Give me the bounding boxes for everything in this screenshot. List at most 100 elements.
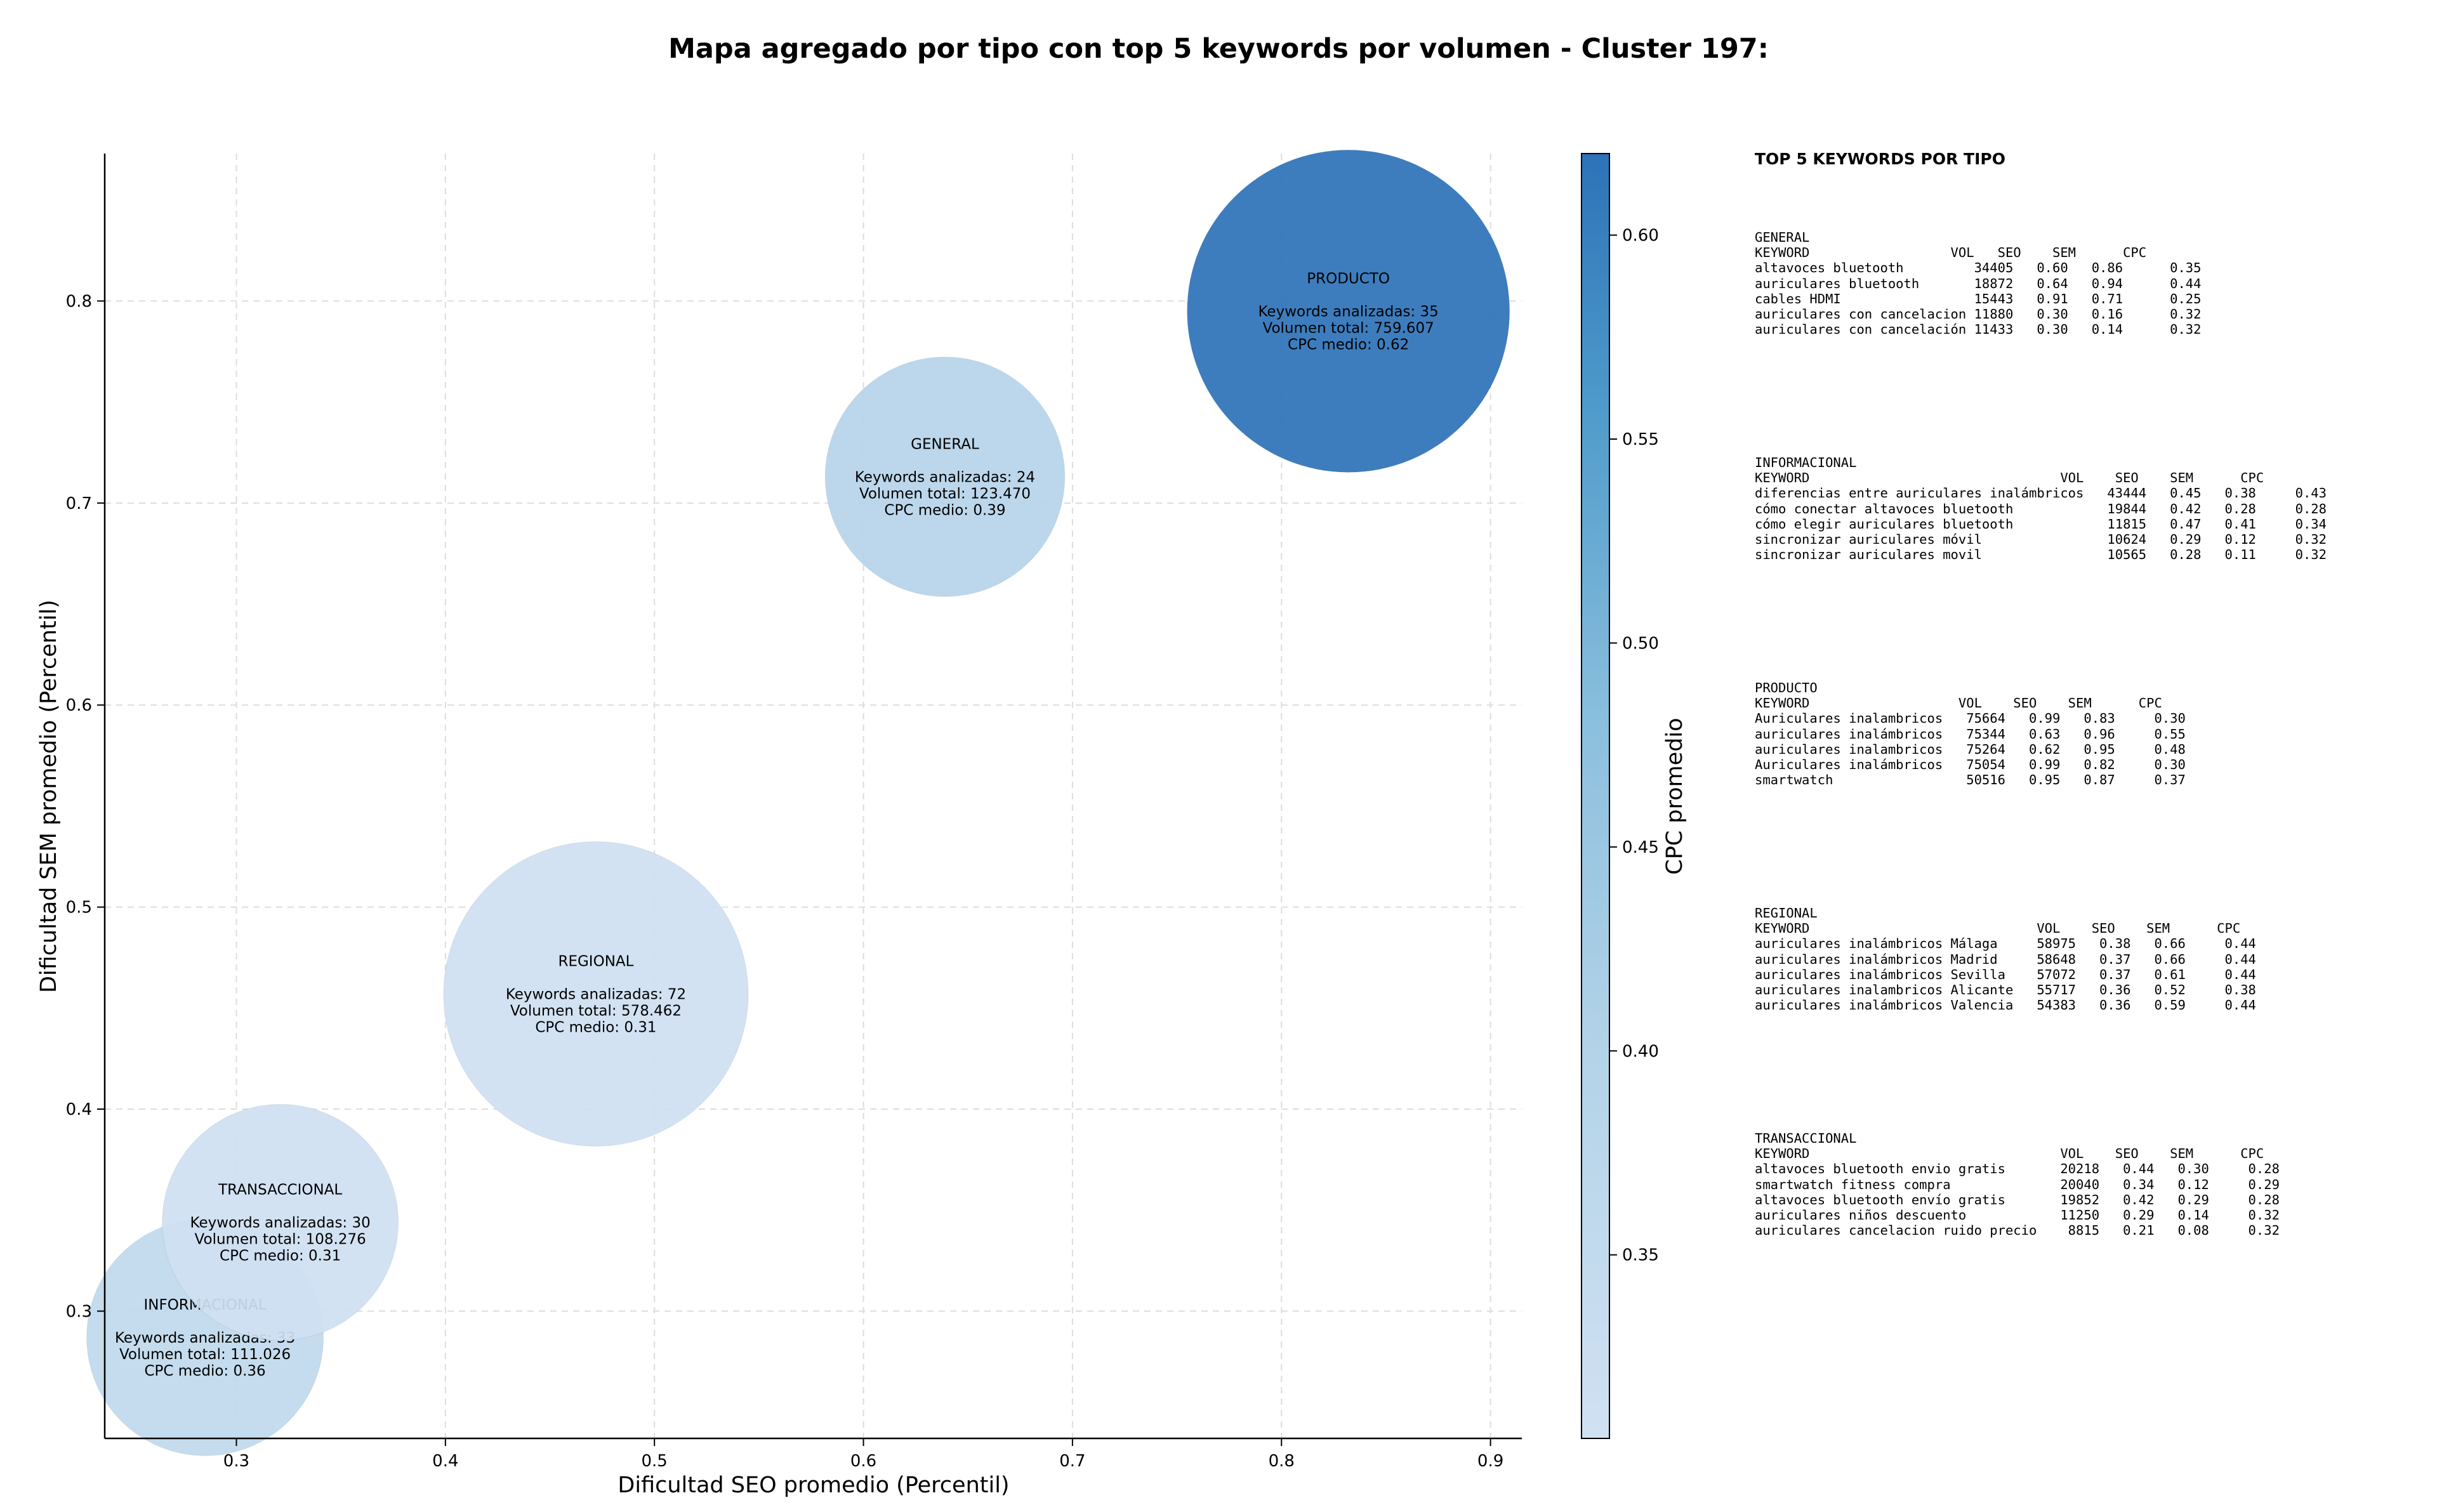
- bubble-transaccional: TRANSACCIONAL Keywords analizadas: 30Volu…: [162, 1103, 399, 1341]
- colorbar-tick-label: 0.60: [1622, 227, 1659, 246]
- keyword-row: auriculares cancelacion ruido precio 881…: [1755, 1223, 2280, 1239]
- ticks: 0.3 0.4 0.5 0.6 0.7 0.8 0.9 0.3 0.4 0.5 0.6 0.7 0.8: [66, 292, 1504, 1471]
- bubble-circle: [443, 841, 749, 1147]
- y-tick-label: 0.6: [66, 696, 92, 715]
- colorbar-gradient: [1581, 153, 1610, 1439]
- keyword-group-informacional: INFORMACIONAL KEYWORD VOL SEO SEM CPC di…: [1755, 455, 2327, 562]
- x-tick-label: 0.5: [642, 1452, 668, 1471]
- bubble-circle: [824, 357, 1066, 597]
- y-tick-label: 0.5: [66, 898, 92, 917]
- colorbar-tick-label: 0.55: [1622, 430, 1659, 449]
- keyword-group-producto: PRODUCTO KEYWORD VOL SEO SEM CPC Auricul…: [1755, 680, 2186, 787]
- bubble-stat: Volumen total: 578.462: [510, 1003, 682, 1020]
- panel-title: TOP 5 KEYWORDS POR TIPO: [1755, 150, 2005, 168]
- bubble-stat: Volumen total: 108.276: [195, 1231, 366, 1247]
- keyword-row: sincronizar auriculares movil 10565 0.28…: [1755, 547, 2327, 563]
- bubble-circle: [162, 1103, 399, 1341]
- bubbles: INFORMACIONALKeywords analizadas: 33Volu…: [86, 149, 1510, 1456]
- keyword-row: sincronizar auriculares móvil 10624 0.29…: [1755, 532, 2327, 548]
- keyword-row: smartwatch fitness compra 20040 0.34 0.1…: [1755, 1176, 2280, 1192]
- bubble-title: TRANSACCIONAL: [218, 1181, 342, 1198]
- keyword-row: Auriculares inalámbricos 75054 0.99 0.82…: [1755, 757, 2186, 773]
- y-tick-label: 0.7: [66, 494, 92, 513]
- bubble-circle: [1187, 149, 1510, 473]
- y-axis-label: Dificultad SEM promedio (Percentil): [36, 600, 62, 993]
- keyword-row: cables HDMI 15443 0.91 0.71 0.25: [1755, 291, 2202, 306]
- keyword-row: auriculares inalámbricos Sevilla 57072 0…: [1755, 966, 2256, 982]
- group-header: KEYWORD VOL SEO SEM CPC: [1755, 245, 2147, 261]
- bubble-title: PRODUCTO: [1307, 270, 1390, 287]
- keyword-row: auriculares inalámbricos Madrid 58648 0.…: [1755, 951, 2256, 967]
- bubble-stat: CPC medio: 0.39: [884, 502, 1005, 518]
- keyword-row: auriculares inalambricos 75264 0.62 0.95…: [1755, 741, 2186, 757]
- x-tick-label: 0.8: [1269, 1452, 1295, 1471]
- colorbar-tick-label: 0.40: [1622, 1042, 1659, 1061]
- group-name: TRANSACCIONAL: [1755, 1131, 1857, 1146]
- keyword-row: altavoces bluetooth envío gratis 19852 0…: [1755, 1192, 2280, 1207]
- keyword-row: altavoces bluetooth envio gratis 20218 0…: [1755, 1161, 2280, 1177]
- keyword-row: auriculares bluetooth 18872 0.64 0.94 0.…: [1755, 275, 2202, 291]
- group-header: KEYWORD VOL SEO SEM CPC: [1755, 1146, 2264, 1162]
- y-tick-label: 0.3: [66, 1302, 92, 1321]
- colorbar-tick-label: 0.35: [1622, 1246, 1659, 1265]
- y-tick-label: 0.4: [66, 1100, 92, 1119]
- bubble-stat: Keywords analizadas: 72: [506, 987, 686, 1003]
- colorbar-label: CPC promedio: [1662, 718, 1687, 874]
- bubble-stat: Volumen total: 123.470: [859, 485, 1031, 502]
- group-header: KEYWORD VOL SEO SEM CPC: [1755, 695, 2162, 711]
- bubble-stat: Volumen total: 111.026: [119, 1346, 291, 1363]
- x-axis-label: Dificultad SEO promedio (Percentil): [618, 1473, 1009, 1498]
- bubble-stat: Keywords analizadas: 30: [190, 1214, 371, 1231]
- keyword-table: PRODUCTO KEYWORD VOL SEO SEM CPC Auricul…: [1755, 680, 2186, 787]
- keyword-row: altavoces bluetooth 34405 0.60 0.86 0.35: [1755, 260, 2202, 276]
- group-name: GENERAL: [1755, 230, 1810, 245]
- x-tick-label: 0.4: [432, 1452, 458, 1471]
- keyword-row: auriculares inalambricos Alicante 55717 …: [1755, 982, 2256, 998]
- axes: [103, 154, 1522, 1440]
- chart-title: Mapa agregado por tipo con top 5 keyword…: [668, 33, 1769, 65]
- keyword-row: auriculares niños descuento 11250 0.29 0…: [1755, 1207, 2280, 1223]
- bubble-title: GENERAL: [911, 436, 979, 452]
- group-name: INFORMACIONAL: [1755, 455, 1857, 470]
- keyword-table: TRANSACCIONAL KEYWORD VOL SEO SEM CPC al…: [1755, 1131, 2280, 1238]
- keyword-row: diferencias entre auriculares inalámbric…: [1755, 485, 2327, 501]
- keyword-row: Auriculares inalambricos 75664 0.99 0.83…: [1755, 711, 2186, 726]
- keyword-table: REGIONAL KEYWORD VOL SEO SEM CPC auricul…: [1755, 905, 2256, 1013]
- keyword-table: GENERAL KEYWORD VOL SEO SEM CPC altavoce…: [1755, 230, 2202, 337]
- keyword-row: smartwatch 50516 0.95 0.87 0.37: [1755, 772, 2186, 788]
- y-tick-label: 0.8: [66, 292, 92, 311]
- group-name: PRODUCTO: [1755, 680, 1818, 695]
- x-tick-label: 0.9: [1477, 1452, 1503, 1471]
- group-header: KEYWORD VOL SEO SEM CPC: [1755, 470, 2264, 486]
- keyword-row: auriculares inalámbricos Valencia 54383 …: [1755, 997, 2256, 1013]
- group-name: REGIONAL: [1755, 905, 1818, 921]
- keyword-row: auriculares inalámbricos 75344 0.63 0.96…: [1755, 726, 2186, 742]
- keyword-row: cómo elegir auriculares bluetooth 11815 …: [1755, 516, 2327, 532]
- colorbar-ticks: 0.35 0.40 0.45 0.50 0.55 0.60: [1609, 227, 1659, 1265]
- bubble-stat: CPC medio: 0.31: [220, 1247, 341, 1264]
- grid-lines: [105, 154, 1522, 1438]
- keyword-row: auriculares inalámbricos Málaga 58975 0.…: [1755, 936, 2256, 952]
- bubble-stat: CPC medio: 0.62: [1288, 336, 1409, 353]
- keyword-row: auriculares con cancelacion 11880 0.30 0…: [1755, 306, 2202, 322]
- keyword-group-regional: REGIONAL KEYWORD VOL SEO SEM CPC auricul…: [1755, 905, 2256, 1013]
- x-tick-label: 0.6: [850, 1452, 876, 1471]
- bubble-stat: Keywords analizadas: 35: [1258, 303, 1439, 320]
- bubble-stat: Volumen total: 759.607: [1263, 320, 1434, 336]
- keyword-group-transaccional: TRANSACCIONAL KEYWORD VOL SEO SEM CPC al…: [1755, 1131, 2280, 1238]
- bubble-stat: CPC medio: 0.31: [535, 1020, 656, 1036]
- x-tick-label: 0.7: [1059, 1452, 1085, 1471]
- bubble-stat: CPC medio: 0.36: [144, 1363, 265, 1379]
- top-keywords-panel: TOP 5 KEYWORDS POR TIPO GENERAL KEYWORD …: [1755, 150, 2427, 1266]
- bubble-title: REGIONAL: [558, 954, 633, 970]
- bubble-stat: Keywords analizadas: 24: [855, 469, 1035, 485]
- colorbar-tick-label: 0.45: [1622, 838, 1659, 857]
- keyword-group-general: GENERAL KEYWORD VOL SEO SEM CPC altavoce…: [1755, 230, 2202, 337]
- group-header: KEYWORD VOL SEO SEM CPC: [1755, 921, 2241, 937]
- colorbar-tick-label: 0.50: [1622, 634, 1659, 653]
